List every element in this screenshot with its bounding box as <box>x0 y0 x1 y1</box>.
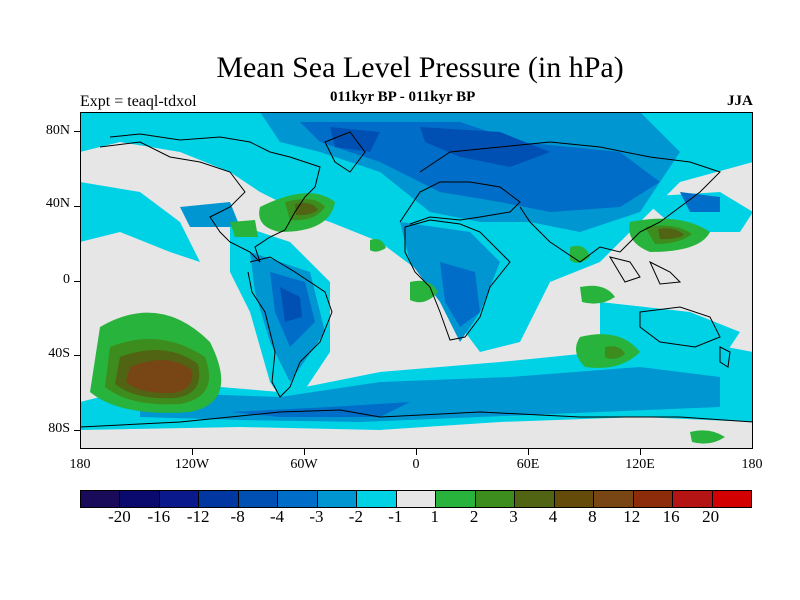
colorbar-label: -16 <box>147 507 171 526</box>
season-label: JJA <box>727 93 753 109</box>
lat-label-80s: 80S <box>48 421 70 436</box>
colorbar-label: -3 <box>309 507 324 526</box>
colorbar-label: -4 <box>269 507 285 526</box>
lon-label-60e: 60E <box>516 457 540 472</box>
colorbar-box <box>673 491 713 507</box>
lat-tick <box>74 430 80 431</box>
colorbar-label: -1 <box>388 507 403 526</box>
lon-label-120w: 120W <box>174 457 210 472</box>
lon-tick <box>416 449 417 455</box>
colorbar-label: 12 <box>623 507 641 526</box>
lon-tick <box>528 449 529 455</box>
colorbar-label: 20 <box>702 507 720 526</box>
deep-blue-anomaly-regions <box>280 127 550 322</box>
colorbar-box <box>475 491 516 507</box>
colorbar-label: -12 <box>186 507 210 526</box>
colorbar-label: 16 <box>662 507 680 526</box>
pressure-field-svg <box>80 112 753 444</box>
lon-tick <box>304 449 305 455</box>
lat-label-80n: 80N <box>45 123 70 138</box>
colorbar-box <box>120 491 160 507</box>
colorbar-box <box>554 491 595 507</box>
colorbar-label: 8 <box>588 507 597 526</box>
lat-label-40n: 40N <box>45 196 70 211</box>
colorbar-label: -20 <box>108 507 131 526</box>
lon-tick <box>640 449 641 455</box>
pressure-map <box>80 112 753 449</box>
colorbar-label: -2 <box>348 507 363 526</box>
colorbar-box <box>317 491 358 507</box>
colorbar <box>80 490 752 508</box>
chart-title: Mean Sea Level Pressure (in hPa) <box>216 51 624 84</box>
colorbar-box <box>712 491 751 507</box>
colorbar-label: 1 <box>430 507 439 526</box>
colorbar-box <box>515 491 555 507</box>
lat-label-40s: 40S <box>48 346 70 361</box>
lat-tick <box>74 355 80 356</box>
colorbar-label: -8 <box>230 507 245 526</box>
colorbar-box <box>357 491 397 507</box>
lon-tick <box>192 449 193 455</box>
lat-tick <box>74 281 80 282</box>
colorbar-box <box>199 491 239 507</box>
colorbar-box <box>81 491 121 507</box>
colorbar-box <box>633 491 674 507</box>
lon-label-0: 0 <box>412 457 420 472</box>
lon-label-120e: 120E <box>625 457 655 472</box>
colorbar-label: 2 <box>469 507 479 526</box>
lat-tick <box>74 206 80 207</box>
coastlines <box>80 131 753 428</box>
colorbar-label: 4 <box>548 507 558 526</box>
experiment-label: Expt = teaql-tdxol <box>80 93 197 110</box>
brown-anomaly-regions <box>126 360 193 394</box>
colorbar-label: 3 <box>509 507 518 526</box>
colorbar-box <box>594 491 634 507</box>
colorbar-box <box>159 491 200 507</box>
lat-label-0: 0 <box>63 272 70 287</box>
chart-subtitle: 011kyr BP - 011kyr BP <box>330 89 476 105</box>
colorbar-box <box>436 491 476 507</box>
lon-label-180w: 180 <box>69 457 91 472</box>
colorbar-box <box>238 491 279 507</box>
lon-label-180e: 180 <box>741 457 763 472</box>
lon-label-60w: 60W <box>290 457 318 472</box>
colorbar-box <box>278 491 318 507</box>
lat-tick <box>74 131 80 132</box>
colorbar-box <box>396 491 437 507</box>
